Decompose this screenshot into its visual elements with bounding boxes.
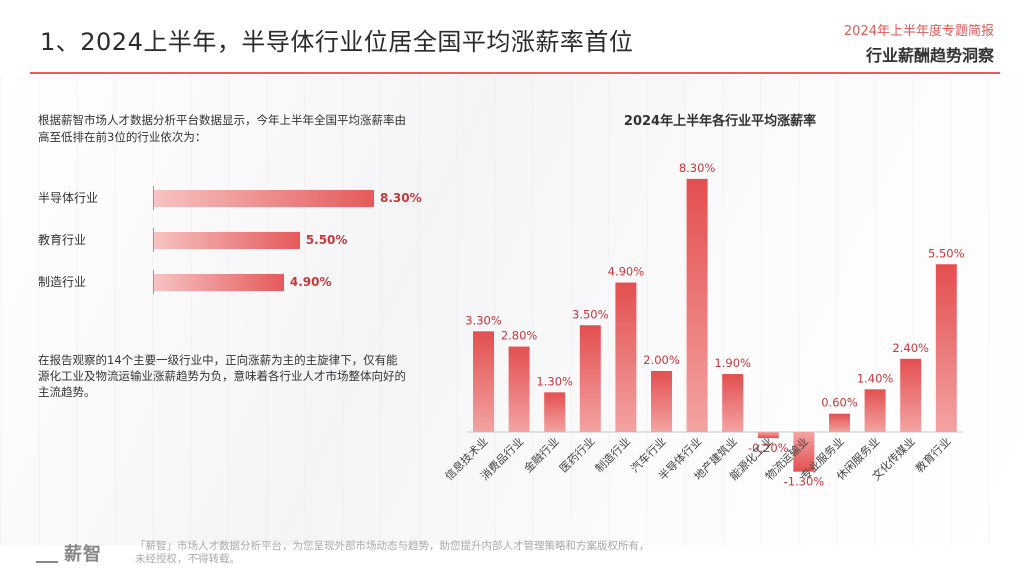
top3-bar bbox=[154, 274, 284, 291]
report-tag: 2024年上半年度专题简报 bbox=[843, 24, 994, 39]
bar-12 bbox=[900, 358, 922, 432]
top3-bar bbox=[154, 232, 300, 249]
top3-value: 5.50% bbox=[305, 233, 348, 247]
top3-value: 8.30% bbox=[380, 191, 422, 205]
bar-10 bbox=[829, 413, 850, 432]
top3-label: 半导体行业 bbox=[38, 191, 99, 205]
top3-axis bbox=[153, 186, 154, 210]
top3-axis bbox=[153, 270, 154, 294]
footer-logo: 薪智 bbox=[36, 540, 102, 566]
top3-bar bbox=[154, 190, 374, 207]
summary-paragraph: 在报告观察的14个主要一级行业中，正向涨薪为主的主旋律下，仅有能源化工业及物流运… bbox=[38, 353, 406, 399]
data-label: 1.90% bbox=[714, 356, 751, 370]
chart-title: 2024年上半年各行业平均涨薪率 bbox=[623, 114, 817, 129]
page-title: 1、2024上半年，半导体行业位居全国平均涨薪率首位 bbox=[40, 28, 634, 56]
data-label: 4.90% bbox=[608, 265, 645, 279]
footer-disclaimer: 「薪智」市场人才数据分析平台，为您呈现外部市场动态与趋势，助您提升内部人才管理策… bbox=[135, 540, 650, 565]
intro-paragraph: 根据薪智市场人才数据分析平台数据显示，今年上半年全国平均涨薪率由高至低排在前3位… bbox=[38, 113, 406, 144]
category-label: 医药行业 bbox=[557, 435, 597, 475]
bar-1 bbox=[508, 346, 530, 432]
top3-value: 4.90% bbox=[289, 275, 332, 289]
bar-4 bbox=[615, 282, 637, 432]
data-label: 3.30% bbox=[465, 313, 502, 327]
top3-label: 制造行业 bbox=[38, 275, 87, 289]
report-subtitle: 行业薪酬趋势洞察 bbox=[865, 46, 994, 65]
bar-5 bbox=[651, 371, 672, 432]
data-label: 2.00% bbox=[643, 353, 680, 367]
data-label: -1.30% bbox=[784, 475, 825, 489]
data-label: 2.40% bbox=[892, 341, 929, 355]
bar-7 bbox=[722, 374, 744, 432]
bar-3 bbox=[579, 325, 601, 432]
bar-8 bbox=[757, 432, 779, 439]
data-label: 1.30% bbox=[536, 374, 573, 388]
category-label: 制造行业 bbox=[592, 434, 633, 475]
data-label: 0.60% bbox=[821, 396, 858, 410]
top3-axis bbox=[153, 228, 154, 252]
category-label: 教育行业 bbox=[912, 434, 953, 475]
data-label: 1.40% bbox=[857, 371, 894, 385]
bar-2 bbox=[544, 392, 566, 432]
data-label: 8.30% bbox=[679, 161, 716, 175]
data-label: -0.20% bbox=[748, 441, 789, 455]
footer-logo-text: 薪智 bbox=[64, 544, 102, 565]
bar-6 bbox=[686, 178, 708, 432]
data-label: 5.50% bbox=[928, 246, 965, 260]
title-divider bbox=[30, 72, 1000, 74]
bar-13 bbox=[935, 264, 957, 432]
bar-9 bbox=[793, 432, 815, 472]
background-decoration bbox=[0, 75, 1024, 545]
bar-0 bbox=[473, 331, 494, 432]
data-label: 2.80% bbox=[501, 329, 538, 343]
logo-mark-icon bbox=[36, 547, 58, 563]
data-label: 3.50% bbox=[572, 307, 609, 321]
category-label: 金融行业 bbox=[521, 434, 562, 475]
bar-11 bbox=[864, 389, 886, 432]
top3-label: 教育行业 bbox=[38, 233, 87, 247]
